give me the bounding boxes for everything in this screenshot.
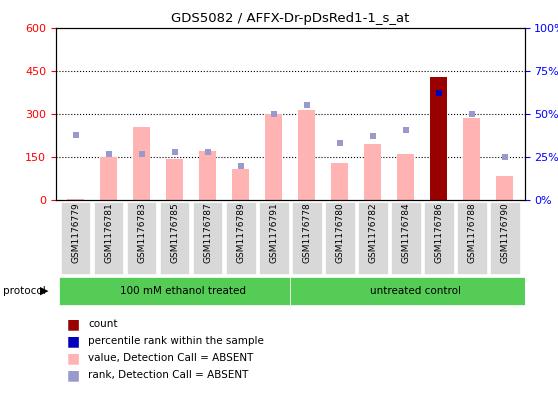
- Bar: [299, 110, 315, 200]
- Text: GSM1176790: GSM1176790: [500, 203, 509, 263]
- Bar: [160, 202, 190, 274]
- Bar: [464, 118, 480, 200]
- Bar: [424, 202, 454, 274]
- Bar: [59, 277, 290, 305]
- Text: GSM1176785: GSM1176785: [170, 203, 179, 263]
- Bar: [193, 202, 223, 274]
- Text: value, Detection Call = ABSENT: value, Detection Call = ABSENT: [88, 353, 253, 363]
- Bar: [391, 202, 421, 274]
- Bar: [68, 199, 84, 200]
- Text: rank, Detection Call = ABSENT: rank, Detection Call = ABSENT: [88, 370, 248, 380]
- Text: protocol: protocol: [3, 286, 46, 296]
- Bar: [331, 163, 348, 200]
- Bar: [364, 144, 381, 200]
- Bar: [325, 202, 354, 274]
- Text: GSM1176783: GSM1176783: [137, 203, 146, 263]
- Bar: [292, 202, 321, 274]
- Text: ■: ■: [67, 317, 80, 331]
- Bar: [397, 154, 414, 200]
- Text: GSM1176782: GSM1176782: [368, 203, 377, 263]
- Text: GSM1176786: GSM1176786: [434, 203, 443, 263]
- Text: GSM1176781: GSM1176781: [104, 203, 113, 263]
- Title: GDS5082 / AFFX-Dr-pDsRed1-1_s_at: GDS5082 / AFFX-Dr-pDsRed1-1_s_at: [171, 12, 410, 25]
- Bar: [290, 277, 525, 305]
- Bar: [232, 169, 249, 200]
- Text: 100 mM ethanol treated: 100 mM ethanol treated: [120, 286, 246, 296]
- Text: ■: ■: [67, 368, 80, 382]
- Text: GSM1176787: GSM1176787: [203, 203, 212, 263]
- Text: percentile rank within the sample: percentile rank within the sample: [88, 336, 264, 346]
- Bar: [94, 202, 123, 274]
- Text: GSM1176784: GSM1176784: [401, 203, 410, 263]
- Text: ■: ■: [67, 334, 80, 348]
- Bar: [166, 159, 183, 200]
- Bar: [199, 151, 216, 200]
- Bar: [358, 202, 388, 274]
- Bar: [133, 127, 150, 200]
- Text: ▶: ▶: [40, 286, 49, 296]
- Bar: [497, 176, 513, 200]
- Text: GSM1176780: GSM1176780: [335, 203, 344, 263]
- Bar: [490, 202, 519, 274]
- Text: GSM1176778: GSM1176778: [302, 203, 311, 263]
- Bar: [61, 202, 90, 274]
- Text: GSM1176788: GSM1176788: [467, 203, 476, 263]
- Bar: [430, 77, 447, 200]
- Bar: [226, 202, 256, 274]
- Bar: [457, 202, 487, 274]
- Bar: [127, 202, 156, 274]
- Text: GSM1176791: GSM1176791: [269, 203, 278, 263]
- Text: count: count: [88, 319, 118, 329]
- Text: ■: ■: [67, 351, 80, 365]
- Text: GSM1176779: GSM1176779: [71, 203, 80, 263]
- Text: GSM1176789: GSM1176789: [236, 203, 245, 263]
- Bar: [266, 114, 282, 200]
- Bar: [100, 157, 117, 200]
- Bar: [259, 202, 288, 274]
- Text: untreated control: untreated control: [370, 286, 461, 296]
